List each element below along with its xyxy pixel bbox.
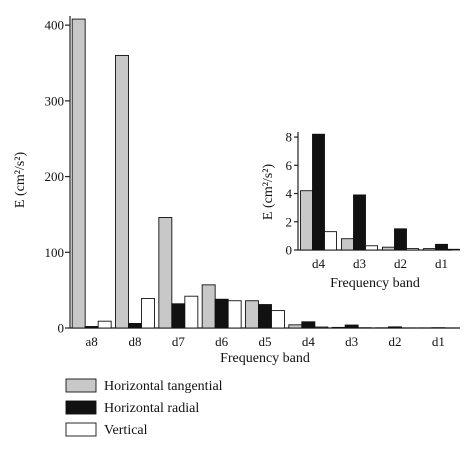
inset-y-ticks: 0 2 4 6 8: [286, 130, 298, 258]
main-x-ticks: a8 d8 d7 d6 d5 d4 d3 d2 d1: [86, 334, 445, 349]
main-bars: [71, 18, 459, 329]
inset-x-ticks: d4 d3 d2 d1: [312, 256, 448, 271]
main-x-tick-label: d4: [302, 334, 316, 349]
inset-bar-d1-vertical: [447, 248, 460, 251]
main-bar-a8-vertical: [97, 320, 112, 329]
inset-bars: [300, 133, 460, 251]
main-bar-d7-horizontal-tangential: [158, 217, 173, 329]
inset-x-tick-label: d3: [353, 256, 366, 271]
main-bar-a8-horizontal-tangential: [71, 18, 86, 329]
inset-bar-d3-horizontal-radial: [353, 194, 366, 251]
main-bar-d7-vertical: [184, 295, 199, 329]
inset-chart: 0 2 4 6 8 d4 d3 d2 d1 Frequency band E (cm²/s²): [261, 130, 460, 291]
main-bar-d2-horizontal-radial: [388, 326, 402, 329]
inset-bar-d1-horizontal-tangential: [423, 248, 436, 251]
main-y-ticks: 0 100 200 300 400: [45, 18, 70, 336]
main-bar-d4-horizontal-tangential: [288, 324, 303, 329]
inset-x-tick-label: d2: [394, 256, 407, 271]
main-bar-d4-vertical: [314, 326, 329, 329]
legend: Horizontal tangential Horizontal radial Ve…: [65, 378, 223, 438]
main-bar-d5-horizontal-radial: [258, 304, 272, 329]
inset-bar-d4-vertical: [324, 231, 337, 251]
main-bar-d8-horizontal-tangential: [115, 54, 129, 329]
legend-label: Horizontal radial: [104, 401, 199, 416]
inset-x-axis-title: Frequency band: [330, 276, 420, 291]
main-bar-d6-horizontal-tangential: [201, 284, 216, 329]
main-bar-d6-vertical: [227, 300, 242, 329]
main-x-tick-label: d3: [345, 334, 358, 349]
inset-bar-d3-horizontal-tangential: [341, 238, 354, 251]
main-chart: 0 100 200 300 400 a8 d8 d7 d6 d5 d4 d3 d2 d1 Frequen…: [13, 16, 460, 366]
legend-swatch-vertical: [65, 422, 97, 437]
inset-y-tick-label: 6: [286, 158, 293, 173]
main-bar-d8-vertical: [141, 298, 155, 329]
inset-y-tick-label: 4: [286, 186, 293, 201]
main-x-tick-label: a8: [86, 334, 98, 349]
inset-y-tick-label: 2: [286, 214, 293, 229]
main-bar-d4-horizontal-radial: [301, 321, 316, 329]
main-x-tick-label: d2: [389, 334, 402, 349]
main-y-tick-label: 300: [45, 93, 65, 108]
main-bar-d3-horizontal-radial: [344, 324, 359, 329]
inset-y-axis-title: E (cm²/s²): [261, 164, 276, 221]
legend-swatch-horizontal-tangential: [65, 378, 97, 393]
legend-swatch-horizontal-radial: [65, 400, 97, 415]
main-x-tick-label: d5: [259, 334, 272, 349]
main-y-tick-label: 200: [45, 169, 65, 184]
main-bar-a8-horizontal-radial: [84, 326, 99, 329]
inset-y-tick-label: 0: [286, 243, 293, 258]
inset-x-tick-label: d1: [435, 256, 448, 271]
inset-x-tick-label: d4: [312, 256, 326, 271]
inset-bar-d3-vertical: [365, 245, 378, 251]
main-x-axis-title: Frequency band: [220, 351, 310, 366]
main-bar-d7-horizontal-radial: [171, 303, 186, 329]
legend-label: Vertical: [104, 423, 148, 438]
main-bar-d5-vertical: [271, 310, 285, 329]
main-y-tick-label: 0: [58, 321, 65, 336]
main-y-tick-label: 100: [45, 245, 65, 260]
inset-bar-d4-horizontal-radial: [312, 133, 325, 251]
main-bar-d3-horizontal-tangential: [331, 326, 346, 329]
main-x-tick-label: d1: [432, 334, 445, 349]
inset-bar-d2-vertical: [406, 248, 419, 251]
main-x-tick-label: d6: [215, 334, 229, 349]
inset-bar-d2-horizontal-tangential: [382, 246, 395, 251]
inset-bar-d4-horizontal-tangential: [300, 190, 313, 251]
main-bar-d5-horizontal-tangential: [245, 300, 259, 329]
inset-y-tick-label: 8: [286, 130, 293, 145]
inset-bar-d2-horizontal-radial: [394, 228, 407, 251]
main-bar-d8-horizontal-radial: [128, 323, 142, 329]
main-bar-d6-horizontal-radial: [214, 298, 229, 329]
main-y-axis-title: E (cm²/s²): [13, 152, 28, 209]
legend-label: Horizontal tangential: [104, 379, 223, 394]
main-x-tick-label: d8: [129, 334, 142, 349]
main-x-tick-label: d7: [172, 334, 186, 349]
inset-bar-d1-horizontal-radial: [435, 243, 448, 251]
main-y-tick-label: 400: [45, 18, 65, 33]
